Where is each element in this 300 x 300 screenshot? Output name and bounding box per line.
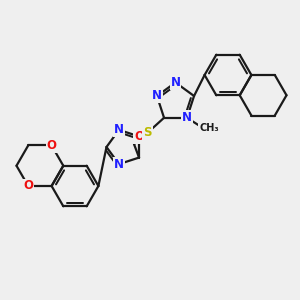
Text: N: N <box>152 89 162 103</box>
Text: S: S <box>143 126 152 139</box>
Text: O: O <box>23 179 33 193</box>
Text: CH₃: CH₃ <box>199 123 219 133</box>
Text: N: N <box>114 123 124 136</box>
Text: N: N <box>114 158 124 171</box>
Text: N: N <box>170 76 181 89</box>
Text: O: O <box>46 139 57 152</box>
Text: N: N <box>182 111 192 124</box>
Text: O: O <box>134 130 144 143</box>
